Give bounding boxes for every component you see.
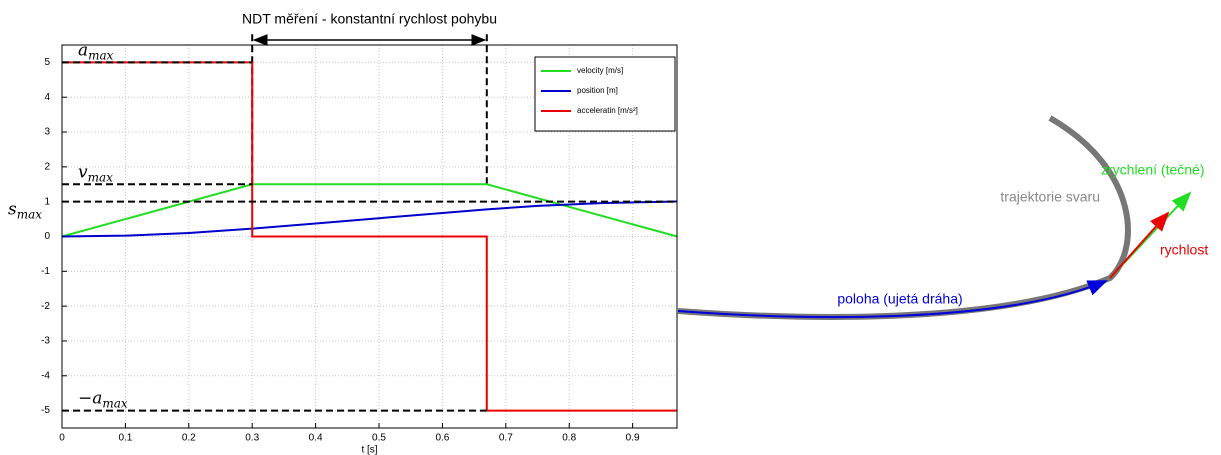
y-tick-label: 5 bbox=[44, 57, 50, 68]
x-tick-label: 0.6 bbox=[435, 433, 449, 444]
plot-frame bbox=[61, 44, 678, 429]
x-axis-label: t [s] bbox=[361, 445, 377, 455]
y-tick-label: -1 bbox=[41, 266, 50, 277]
trajectory-curve bbox=[677, 115, 1131, 320]
x-tick-label: 0.3 bbox=[245, 433, 259, 444]
math-sub: max bbox=[88, 170, 114, 184]
annotation-math: smax bbox=[8, 199, 42, 221]
math-base: a bbox=[78, 40, 88, 60]
x-tick-label: 0.2 bbox=[182, 433, 196, 444]
x-tick-label: 0.9 bbox=[626, 433, 640, 444]
y-tick-label: -4 bbox=[41, 370, 50, 381]
math-base: v bbox=[78, 162, 88, 182]
y-tick-label: 2 bbox=[44, 162, 50, 173]
trajectory-label: trajektorie svaru bbox=[1000, 189, 1100, 205]
x-tick-label: 0 bbox=[59, 433, 65, 444]
legend-label: velocity [m/s] bbox=[577, 66, 623, 75]
legend-label: acceleratin [m/s²] bbox=[577, 106, 638, 115]
velocity-arrow bbox=[1109, 211, 1170, 279]
x-tick-label: 0.4 bbox=[309, 433, 323, 444]
x-tick-label: 0.5 bbox=[372, 433, 386, 444]
math-base: −a bbox=[78, 388, 102, 408]
legend-box bbox=[534, 56, 676, 132]
y-tick-label: -3 bbox=[41, 336, 50, 347]
legend-label: position [m] bbox=[577, 86, 618, 95]
position-arrow bbox=[677, 280, 1108, 319]
math-base: s bbox=[8, 199, 17, 219]
annotation-math: −amax bbox=[78, 388, 128, 410]
y-tick-label: -5 bbox=[41, 405, 50, 416]
x-tick-label: 0.1 bbox=[118, 433, 132, 444]
chart: 0 0.1 0.2 0.3 0.4 0.5 0.6 0.7 0.8 0.9 -5 -4 -3 -2 -1 0 1… bbox=[8, 11, 678, 455]
y-tick-label: 1 bbox=[44, 196, 50, 207]
velocity-label: rychlost bbox=[1160, 242, 1208, 258]
y-tick-label: -2 bbox=[41, 301, 50, 312]
y-tick-label: 4 bbox=[44, 92, 50, 103]
annotation: NDT měření - konstantní rychlost pohybu bbox=[242, 11, 497, 27]
y-tick-label: 0 bbox=[44, 231, 50, 242]
annotation-math: vmax bbox=[78, 162, 113, 184]
series-line bbox=[61, 183, 678, 238]
x-tick-label: 0.8 bbox=[562, 433, 576, 444]
diagram: trajektorie svaru zrychlení (tečné) rych… bbox=[677, 115, 1208, 320]
x-tick-label: 0.7 bbox=[499, 433, 513, 444]
annotation-math: amax bbox=[78, 40, 114, 62]
y-tick-label: 3 bbox=[44, 127, 50, 138]
position-label: poloha (ujetá dráha) bbox=[837, 291, 962, 307]
math-sub: max bbox=[102, 396, 128, 410]
acceleration-label: zrychlení (tečné) bbox=[1101, 162, 1204, 178]
series-line bbox=[61, 200, 678, 238]
math-sub: max bbox=[88, 48, 114, 62]
math-sub: max bbox=[17, 207, 43, 221]
